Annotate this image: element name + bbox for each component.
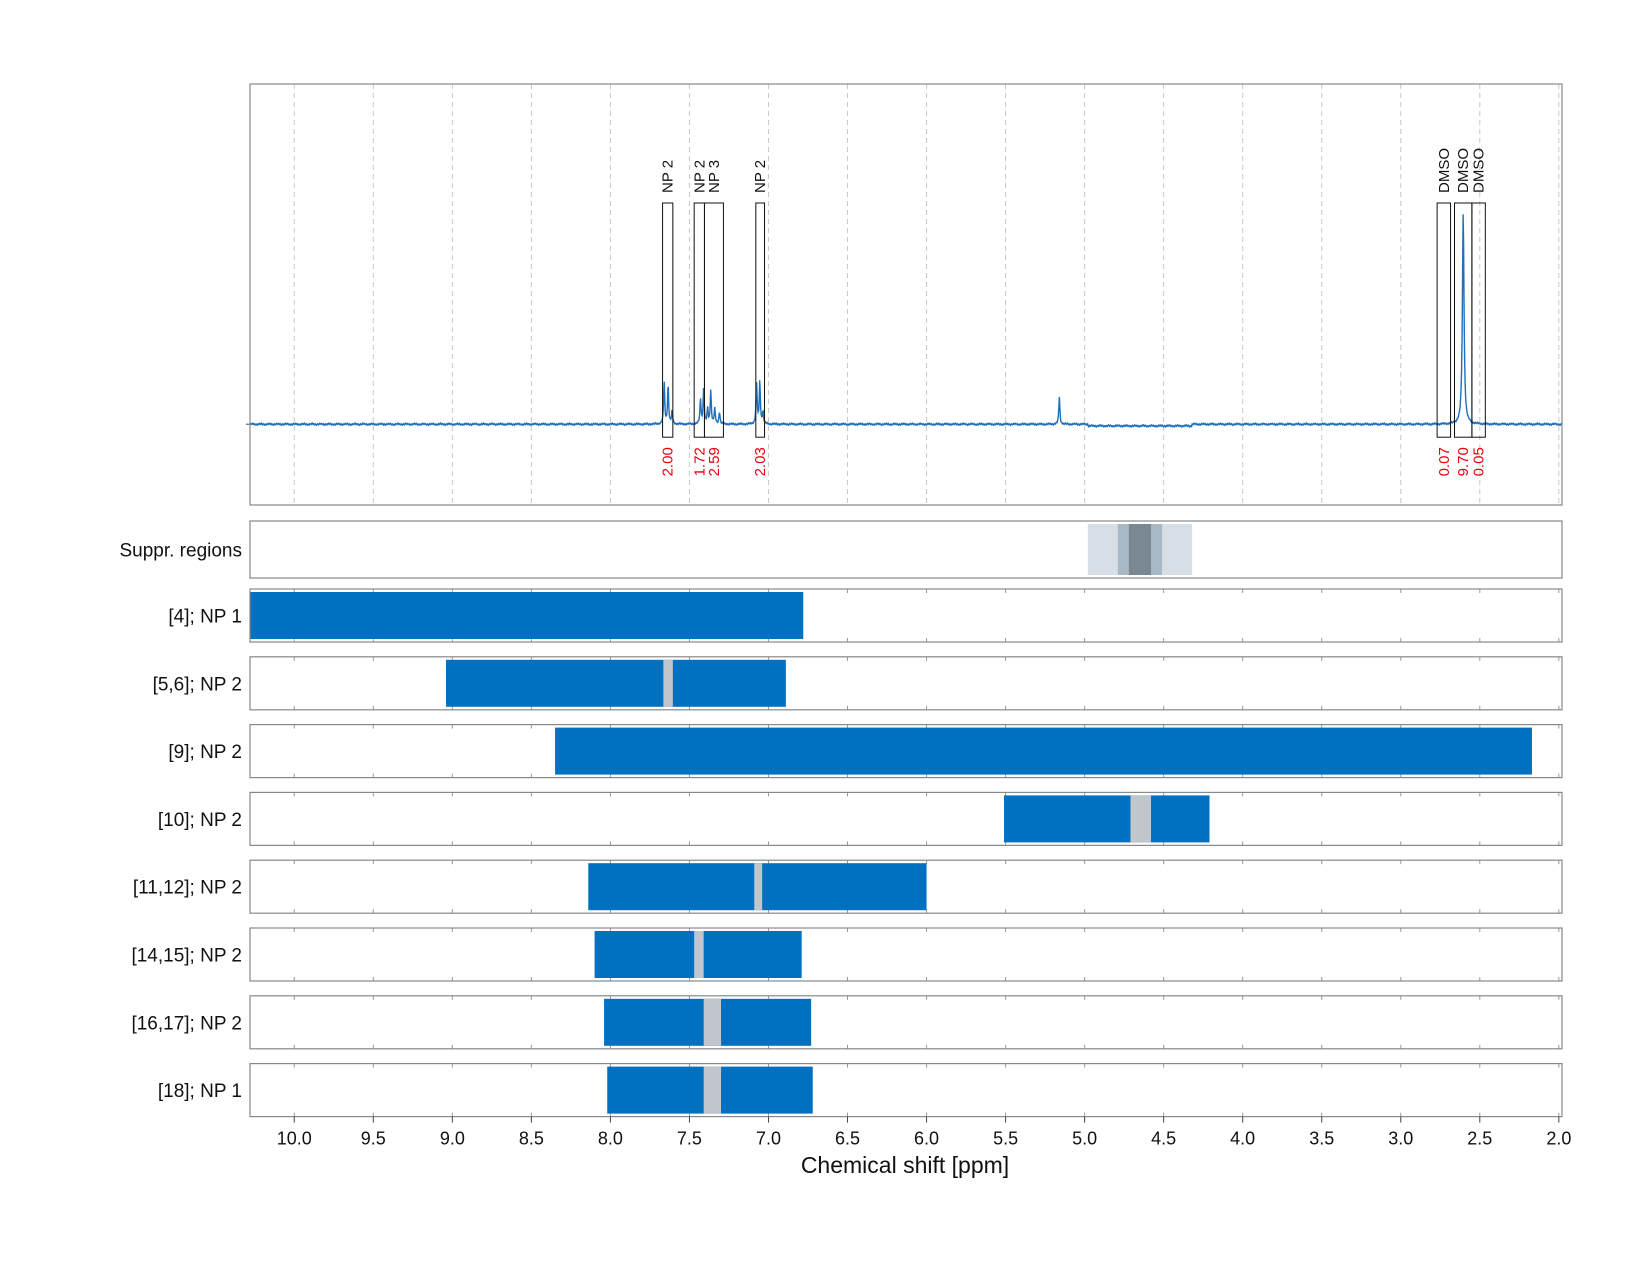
x-tick-label: 4.0 [1230,1129,1255,1149]
integration-value: 9.70 [1455,447,1472,476]
integration-value: 0.07 [1436,447,1453,476]
fragment-bar [1004,795,1210,843]
fragment-row: [11,12]; NP 2 [133,859,1563,914]
row-background [250,792,1562,846]
suppr-frame [249,520,1563,579]
row-label: [9]; NP 2 [168,742,242,763]
spectrum-background [250,84,1562,505]
integration-value: 2.03 [752,447,769,476]
fragment-gap [754,863,763,911]
fragment-bar [555,727,1532,775]
x-tick-label: 9.0 [440,1129,465,1149]
x-tick-label: 5.5 [993,1129,1018,1149]
suppressed-band [1128,524,1152,575]
x-tick-label: 8.0 [598,1129,623,1149]
row-label: [16,17]; NP 2 [131,1013,242,1034]
row-label: [18]; NP 1 [158,1081,242,1102]
fragment-gap [703,998,722,1046]
integration-region-label: NP 3 [706,160,723,193]
fragment-gap [1130,795,1152,843]
suppr-regions-label: Suppr. regions [119,541,242,562]
integration-region-label: NP 2 [691,160,708,193]
suppressed-regions-panel: Suppr. regions [119,520,1563,579]
fragment-row: [4]; NP 1 [168,588,1563,643]
fragment-row: [5,6]; NP 2 [153,656,1563,711]
row-label: [14,15]; NP 2 [131,946,242,967]
row-frame [249,588,1563,643]
x-tick-label: 6.0 [914,1129,939,1149]
x-tick-label: 9.5 [361,1129,386,1149]
integration-value: 0.05 [1471,447,1488,476]
integration-region-label: NP 2 [660,160,677,193]
fragment-bar [250,592,804,639]
x-tick-label: 6.5 [835,1129,860,1149]
row-frame [249,723,1563,779]
fragment-gap [694,931,704,978]
integration-region-label: DMSO [1471,148,1488,193]
integration-region-box [662,202,674,438]
fragment-gap [663,659,673,707]
fragment-rows-panel: [4]; NP 1 [5,6]; NP 2 [9]; NP 2 [10]; NP 2 [… [131,588,1563,1118]
x-tick-label: 3.5 [1309,1129,1334,1149]
spectrum-line [249,214,1563,429]
row-frame [249,791,1563,847]
fragment-row: [16,17]; NP 2 [131,995,1563,1050]
x-tick-label: 5.0 [1072,1129,1097,1149]
row-label: [11,12]; NP 2 [133,878,242,899]
spectrum-frame [249,83,1563,506]
row-background [250,1063,1562,1117]
integration-value: 2.00 [660,447,677,476]
integration-value: 2.59 [706,447,723,476]
x-tick-label: 3.0 [1388,1129,1413,1149]
row-frame [249,995,1563,1050]
x-tick-label: 10.0 [277,1129,312,1149]
x-tick-label: 2.5 [1467,1129,1492,1149]
integration-region-box [703,202,724,438]
row-frame [249,859,1563,914]
x-tick-label: 7.5 [677,1129,702,1149]
integration-region-label: DMSO [1455,148,1472,193]
x-tick-label: 7.0 [756,1129,781,1149]
suppr-background [250,521,1562,578]
fragment-row: [14,15]; NP 2 [131,927,1563,982]
x-tick-label: 4.5 [1151,1129,1176,1149]
fragment-row: [10]; NP 2 [158,791,1563,847]
integration-region-label: NP 2 [752,160,769,193]
row-background [250,928,1562,981]
x-axis-label: Chemical shift [ppm] [801,1152,1009,1178]
fragment-row: [9]; NP 2 [168,723,1563,779]
row-frame [249,927,1563,982]
fragment-gap [703,1066,722,1114]
row-label: [4]; NP 1 [168,607,242,628]
row-background [250,995,1562,1049]
integration-region-box [755,202,766,438]
x-axis: 10.0 9.5 9.0 8.5 8.0 7.5 7.0 6.5 6.0 5.5 5.0 4.5 4.0… [277,1116,1571,1149]
integration-value: 1.72 [691,447,708,476]
integration-region-box [1471,202,1486,438]
row-label: [5,6]; NP 2 [153,674,242,695]
row-label: [10]; NP 2 [158,810,242,831]
x-tick-label: 8.5 [519,1129,544,1149]
fragment-bar [446,659,786,707]
integration-region-label: DMSO [1436,148,1453,193]
integration-region-box [1436,202,1452,438]
spectrum-panel: NP 2 2.00 NP 2 1.72 NP 3 2.59 NP 2 2.03 DMSO 0.07… [246,83,1563,506]
x-tick-label: 2.0 [1546,1129,1571,1149]
row-frame [249,1062,1563,1118]
row-frame [249,656,1563,711]
fragment-row: [18]; NP 1 [158,1062,1563,1118]
